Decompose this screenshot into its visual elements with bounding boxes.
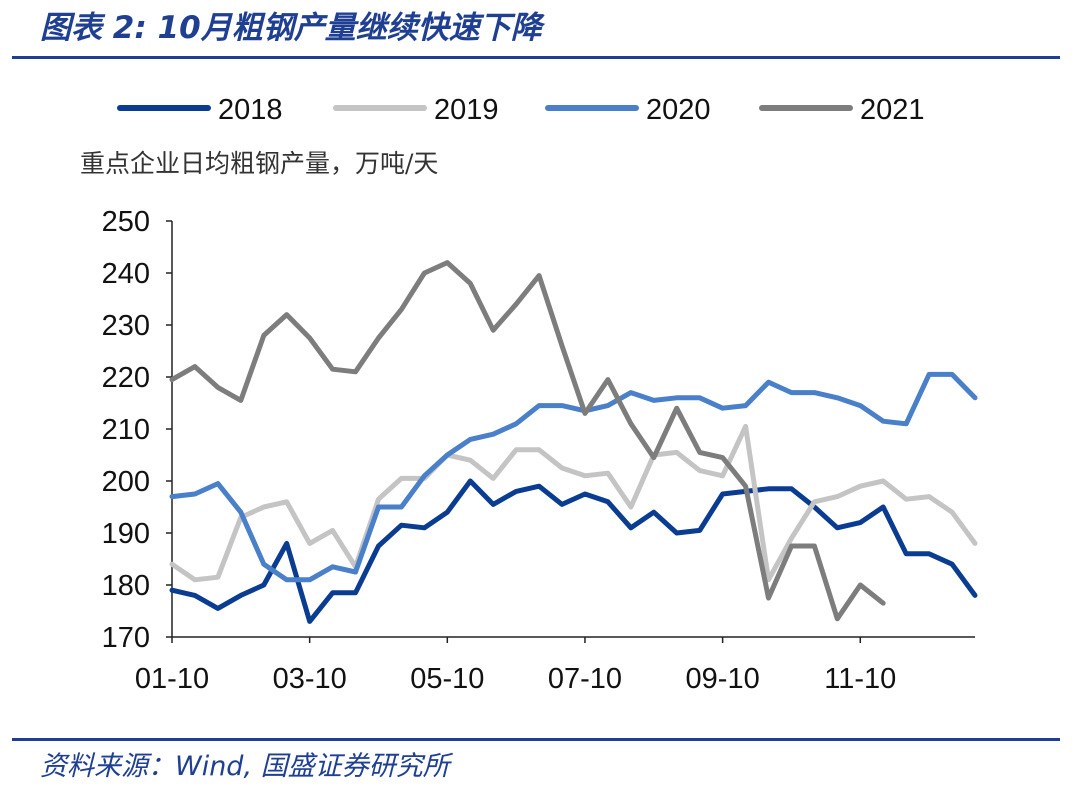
y-tick-label: 210 (102, 414, 150, 446)
x-tick-label: 05-10 (410, 663, 484, 695)
y-tick-label: 200 (102, 466, 150, 498)
footer-divider (12, 738, 1060, 741)
x-tick-label: 09-10 (686, 663, 760, 695)
title-divider (12, 56, 1060, 59)
series-line-2018 (169, 478, 978, 624)
x-tick-label: 03-10 (273, 663, 347, 695)
y-tick-label: 190 (102, 518, 150, 550)
axes: 170 180 190 200 210 220 230 240 250 01-10 03-10 05-… (102, 206, 975, 695)
figure-title: 图表 2: 10月粗钢产量继续快速下降 (40, 10, 542, 46)
legend: 2018 2019 2020 2021 (117, 94, 925, 126)
legend-label-2021: 2021 (860, 94, 925, 126)
x-tick-label: 07-10 (548, 663, 622, 695)
series-line-2020 (169, 371, 978, 583)
x-tick-label: 11-10 (824, 663, 896, 695)
y-tick-label: 220 (102, 362, 150, 394)
y-tick-label: 180 (102, 570, 150, 602)
x-tick-label: 01-10 (135, 663, 209, 695)
series-line-2021 (169, 260, 886, 622)
y-axis-label: 重点企业日均粗钢产量，万吨/天 (80, 149, 438, 178)
legend-label-2019: 2019 (434, 94, 499, 126)
y-tick-label: 250 (102, 206, 150, 238)
y-tick-label: 170 (102, 622, 150, 654)
series-lines (169, 260, 978, 624)
y-tick-label: 240 (102, 258, 150, 290)
legend-label-2018: 2018 (218, 94, 283, 126)
y-tick-label: 230 (102, 310, 150, 342)
source-note: 资料来源：Wind, 国盛证券研究所 (40, 751, 450, 782)
legend-label-2020: 2020 (646, 94, 711, 126)
series-line-2019 (169, 423, 978, 583)
